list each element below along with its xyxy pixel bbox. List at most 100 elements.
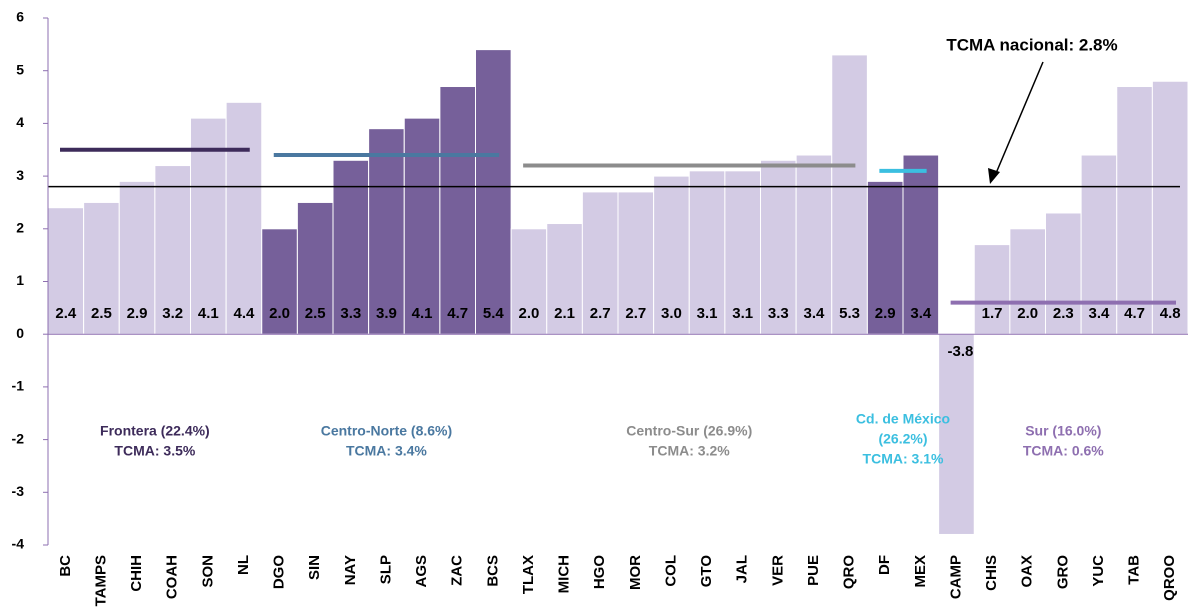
bar xyxy=(938,333,975,535)
x-tick-label: MICH xyxy=(556,555,573,593)
value-label: 3.3 xyxy=(340,305,361,322)
y-tick-label: 2 xyxy=(16,220,24,236)
value-label: 4.4 xyxy=(234,305,256,322)
bar xyxy=(118,180,156,335)
x-tick-label: GRO xyxy=(1054,555,1071,590)
value-label: 3.4 xyxy=(1089,305,1111,322)
region-label: TCMA: 3.2% xyxy=(649,443,730,459)
x-tick-label: MOR xyxy=(627,555,644,590)
x-tick-label: YUC xyxy=(1090,555,1107,587)
bar xyxy=(225,101,263,335)
value-label: 3.4 xyxy=(804,305,826,322)
y-tick-label: 4 xyxy=(16,114,24,130)
x-tick-label: NL xyxy=(235,555,252,575)
value-label: 4.1 xyxy=(412,305,433,322)
value-label: 2.4 xyxy=(55,305,77,322)
x-tick-label: VER xyxy=(769,555,786,586)
value-label: 2.9 xyxy=(127,305,148,322)
x-tick-label: TAB xyxy=(1126,555,1143,585)
bar xyxy=(439,86,476,335)
y-tick-label: 0 xyxy=(16,325,24,341)
region-label: TCMA: 3.5% xyxy=(114,443,195,459)
region-label: TCMA: 3.1% xyxy=(863,451,944,467)
value-label: 3.1 xyxy=(732,305,753,322)
value-label: 5.3 xyxy=(839,305,860,322)
value-label: 2.5 xyxy=(91,305,112,322)
bar xyxy=(47,207,85,335)
region-label: Frontera (22.4%) xyxy=(100,423,210,439)
bar xyxy=(1116,86,1153,335)
x-tick-label: TAMPS xyxy=(92,555,109,606)
x-tick-label: MEX xyxy=(912,555,929,588)
bar xyxy=(617,191,655,335)
x-tick-label: JAL xyxy=(734,555,751,583)
region-label: Cd. de México xyxy=(856,411,950,427)
x-tick-label: QRO xyxy=(841,555,858,590)
value-label: 3.3 xyxy=(768,305,789,322)
value-label: 4.1 xyxy=(198,305,219,322)
bar xyxy=(1045,212,1082,335)
x-tick-label: DGO xyxy=(271,555,288,590)
value-label: 2.7 xyxy=(625,305,646,322)
x-tick-label: NAY xyxy=(342,555,359,585)
value-label: 2.0 xyxy=(1017,305,1038,322)
value-label: 4.7 xyxy=(447,305,468,322)
x-tick-label: SLP xyxy=(377,555,394,584)
value-label: 1.7 xyxy=(982,305,1003,322)
x-tick-label: PUE xyxy=(805,555,822,586)
annotation-arrow xyxy=(993,61,1044,179)
bar xyxy=(973,244,1011,335)
bar xyxy=(546,223,583,335)
bar xyxy=(261,228,298,335)
y-tick-label: 6 xyxy=(16,9,24,25)
y-tick-label: 3 xyxy=(16,167,24,183)
bar xyxy=(1151,80,1188,335)
x-tick-label: HGO xyxy=(591,555,608,590)
x-tick-label: ZAC xyxy=(449,555,466,586)
y-tick-label: -2 xyxy=(12,430,25,446)
bar xyxy=(902,154,940,335)
x-tick-label: OAX xyxy=(1019,555,1036,588)
bar xyxy=(332,159,370,335)
x-tick-label: SON xyxy=(199,555,216,588)
bar xyxy=(83,201,120,335)
region-label: TCMA: 0.6% xyxy=(1023,443,1104,459)
x-tick-label: TLAX xyxy=(520,555,537,594)
value-label: -3.8 xyxy=(948,343,974,360)
value-label: 4.7 xyxy=(1124,305,1145,322)
bar xyxy=(368,128,405,335)
value-label: 2.1 xyxy=(554,305,575,322)
x-tick-label: COAH xyxy=(164,555,181,599)
region-label: Sur (16.0%) xyxy=(1025,423,1101,439)
arrow-head xyxy=(988,168,1000,184)
bar xyxy=(831,54,868,335)
x-tick-label: DF xyxy=(876,555,893,575)
bar xyxy=(866,180,904,335)
bar xyxy=(760,159,797,335)
x-tick-label: SIN xyxy=(306,555,323,580)
value-label: 3.2 xyxy=(162,305,183,322)
bar xyxy=(795,154,833,335)
y-tick-label: 5 xyxy=(16,61,24,77)
y-tick-label: -3 xyxy=(12,483,25,499)
x-tick-label: BC xyxy=(57,555,74,577)
region-label: Centro-Norte (8.6%) xyxy=(321,423,452,439)
value-label: 2.3 xyxy=(1053,305,1074,322)
x-tick-label: GTO xyxy=(698,555,715,588)
y-tick-label: 1 xyxy=(16,272,24,288)
value-label: 3.4 xyxy=(910,305,932,322)
x-tick-label: AGS xyxy=(413,555,430,588)
region-label: Centro-Sur (26.9%) xyxy=(626,423,752,439)
value-label: 2.0 xyxy=(519,305,540,322)
value-label: 2.9 xyxy=(875,305,896,322)
bar xyxy=(403,117,441,335)
value-label: 2.5 xyxy=(305,305,326,322)
x-tick-label: QROO xyxy=(1161,555,1178,601)
value-label: 3.0 xyxy=(661,305,682,322)
y-tick-label: -4 xyxy=(12,536,25,552)
x-tick-label: CAMP xyxy=(947,555,964,599)
x-tick-label: CHIS xyxy=(983,555,1000,591)
x-tick-label: BCS xyxy=(484,555,501,587)
y-tick-label: -1 xyxy=(12,378,25,394)
